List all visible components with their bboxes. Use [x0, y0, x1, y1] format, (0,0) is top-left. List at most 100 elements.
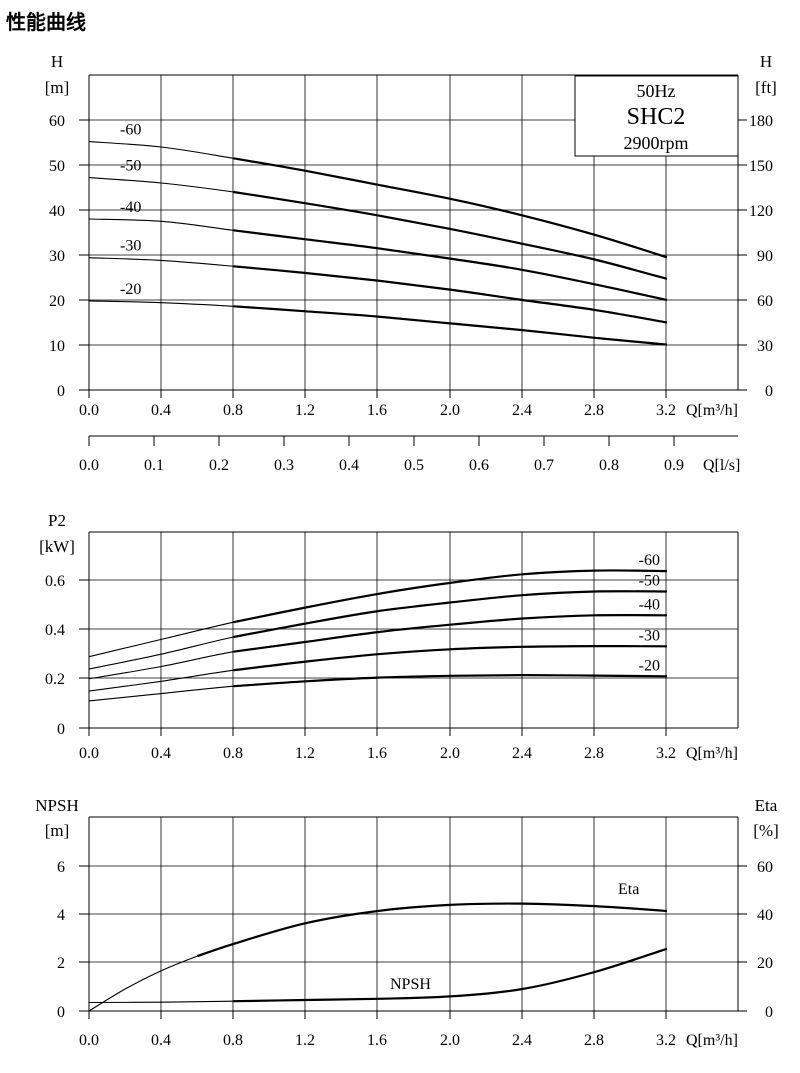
- npsh-eta-y2tick-label: 40: [757, 907, 773, 924]
- flow-ls-tick-label: 0.4: [339, 457, 359, 474]
- power-ylabel: P2: [48, 511, 66, 530]
- head-xlabel: Q[m³/h]: [686, 402, 738, 419]
- npsh-eta-xlabel: Q[m³/h]: [686, 1032, 738, 1049]
- curve-bold-head--50: [233, 190, 668, 280]
- head-xtick-label: 2.8: [584, 402, 604, 419]
- power-xtick-label: 0.4: [151, 745, 171, 762]
- power-xtick-label: 1.6: [367, 745, 387, 762]
- curve-bold-head--40: [233, 229, 668, 302]
- power-yunit: [kW]: [39, 537, 75, 556]
- head-y2label: H: [760, 52, 772, 71]
- head-series-label: -60: [120, 122, 141, 139]
- curve-bold-npsh-eta-Eta: [197, 902, 667, 958]
- head-y2tick-label: 60: [757, 293, 773, 310]
- curve-bold-head--20: [233, 305, 668, 346]
- curve-head--30: [88, 257, 667, 324]
- curve-power--50: [88, 590, 667, 670]
- model-frequency: 50Hz: [637, 81, 676, 101]
- npsh-eta-xtick-label: 0.8: [223, 1032, 243, 1049]
- curve-bold-npsh-eta-NPSH: [233, 947, 668, 1003]
- head-series-label: -40: [120, 199, 141, 216]
- power-xtick-label: 0.0: [79, 745, 99, 762]
- flow-ls-tick-label: 0.9: [664, 457, 684, 474]
- curve-npsh-eta-Eta: [88, 902, 667, 1012]
- head-yunit: [m]: [45, 78, 70, 97]
- curve-power--60: [88, 569, 667, 658]
- curve-bold-head--60: [233, 157, 668, 259]
- curve-head--60: [88, 141, 668, 258]
- npsh-eta-xtick-label: 1.6: [367, 1032, 387, 1049]
- flow-ls-tick-label: 0.7: [534, 457, 554, 474]
- power-ytick-label: 0.4: [45, 622, 65, 639]
- head-xtick-label: 0.8: [223, 402, 243, 419]
- head-xtick-label: 1.2: [295, 402, 315, 419]
- head-y2tick-label: 0: [765, 383, 773, 400]
- head-ytick-label: 60: [49, 113, 65, 130]
- npsh-eta-ytick-label: 6: [57, 859, 65, 876]
- power-ytick-label: 0.6: [45, 573, 65, 590]
- head-xtick-label: 2.0: [440, 402, 460, 419]
- npsh-eta-xtick-label: 2.0: [440, 1032, 460, 1049]
- npsh-label: NPSH: [390, 976, 431, 993]
- head-xtick-label: 3.2: [656, 402, 676, 419]
- power-series-label: -50: [639, 572, 660, 589]
- flow-ls-tick-label: 0.8: [599, 457, 619, 474]
- page-title: 性能曲线: [6, 10, 86, 34]
- npsh-eta-y2tick-label: 60: [757, 859, 773, 876]
- head-ytick-label: 0: [57, 383, 65, 400]
- power-xtick-label: 2.4: [512, 745, 532, 762]
- power-series-label: -60: [639, 552, 660, 569]
- power-xtick-label: 0.8: [223, 745, 243, 762]
- head-y2tick-label: 150: [749, 158, 773, 175]
- head-ytick-label: 30: [49, 248, 65, 265]
- head-y2tick-label: 120: [749, 203, 773, 220]
- head-ytick-label: 40: [49, 203, 65, 220]
- npsh-eta-xtick-label: 3.2: [656, 1032, 676, 1049]
- head-xtick-label: 2.4: [512, 402, 532, 419]
- model-name: SHC2: [627, 104, 686, 130]
- flow-ls-tick-label: 0.0: [79, 457, 99, 474]
- head-xtick-label: 0.4: [151, 402, 171, 419]
- head-series-label: -50: [120, 158, 141, 175]
- curve-power--30: [88, 645, 667, 692]
- head-ytick-label: 10: [49, 338, 65, 355]
- curve-bold-power--30: [233, 644, 667, 672]
- curve-bold-power--50: [233, 590, 667, 639]
- flow-ls-tick-label: 0.5: [404, 457, 424, 474]
- flow-ls-tick-label: 0.6: [469, 457, 489, 474]
- npsh-eta-ytick-label: 4: [57, 907, 65, 924]
- head-y2tick-label: 90: [757, 248, 773, 265]
- model-box: 50Hz SHC2 2900rpm: [574, 75, 739, 157]
- power-ytick-label: 0.2: [45, 671, 65, 688]
- npsh-eta-ytick-label: 2: [57, 955, 65, 972]
- power-xlabel: Q[m³/h]: [686, 745, 738, 762]
- power-series-label: -30: [639, 627, 660, 644]
- head-xtick-label: 0.0: [79, 402, 99, 419]
- flow-ls-tick-label: 0.1: [144, 457, 164, 474]
- head-y2tick-label: 180: [749, 113, 773, 130]
- head-series-label: -20: [120, 281, 141, 298]
- npsh-eta-y2unit: [%]: [753, 821, 778, 840]
- power-xtick-label: 2.8: [584, 745, 604, 762]
- npsh-eta-y2tick-label: 20: [757, 955, 773, 972]
- model-box-frame: [574, 75, 739, 157]
- curve-bold-power--20: [233, 673, 667, 688]
- power-xtick-label: 3.2: [656, 745, 676, 762]
- npsh-eta-ylabel: NPSH: [35, 796, 78, 815]
- power-xtick-label: 1.2: [295, 745, 315, 762]
- curve-bold-power--40: [233, 613, 667, 653]
- head-xtick-label: 1.6: [367, 402, 387, 419]
- flow-ls-tick-label: 0.2: [209, 457, 229, 474]
- curve-bold-power--60: [233, 569, 667, 624]
- npsh-eta-xtick-label: 1.2: [295, 1032, 315, 1049]
- power-ytick-label: 0: [57, 721, 65, 738]
- curve-bold-head--30: [233, 265, 668, 324]
- npsh-eta-y2tick-label: 0: [765, 1004, 773, 1021]
- head-ytick-label: 50: [49, 158, 65, 175]
- power-series-label: -20: [639, 657, 660, 674]
- power-xtick-label: 2.0: [440, 745, 460, 762]
- flow-ls-tick-label: 0.3: [274, 457, 294, 474]
- power-series-label: -40: [639, 596, 660, 613]
- head-ylabel: H: [51, 52, 63, 71]
- npsh-eta-xtick-label: 0.0: [79, 1032, 99, 1049]
